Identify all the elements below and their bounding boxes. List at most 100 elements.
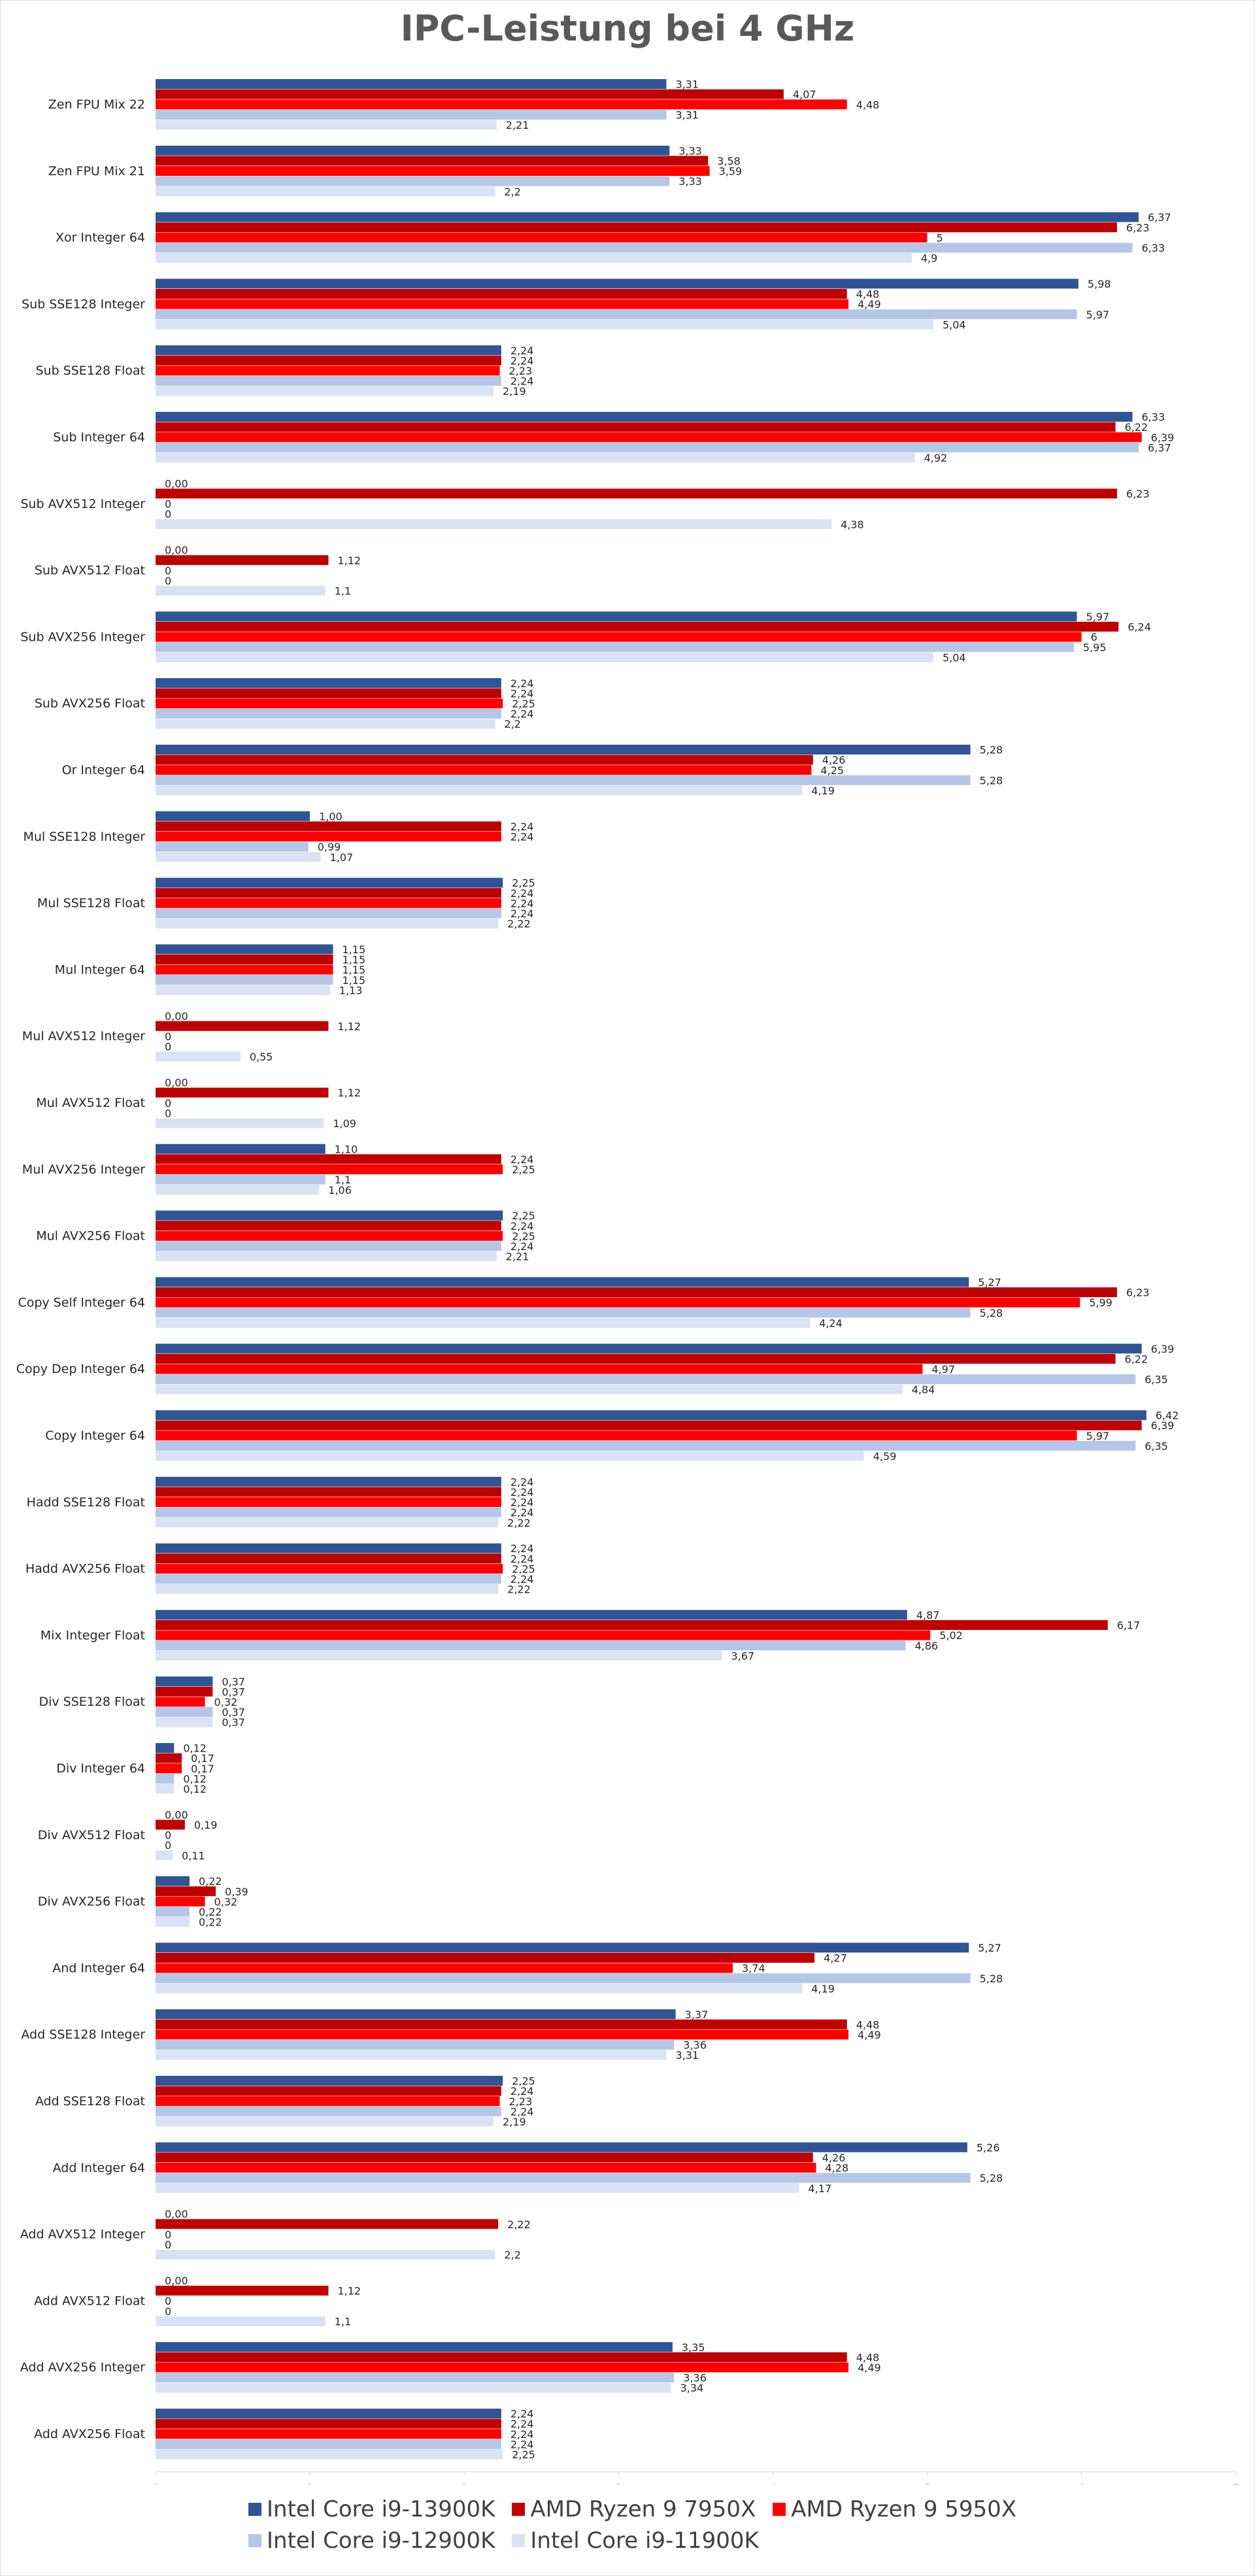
data-label: 4,26	[822, 2152, 846, 2164]
category-label: Sub Integer 64	[53, 430, 145, 445]
data-label: 2,2	[504, 186, 520, 198]
data-label: 1,06	[328, 1184, 352, 1196]
bar	[156, 678, 501, 688]
legend-label: Intel Core i9-11900K	[530, 2528, 759, 2554]
data-label: 4,19	[811, 785, 835, 797]
data-label: 6,23	[1126, 1287, 1150, 1299]
category-label: Div SSE128 Float	[39, 1695, 145, 1709]
bar	[156, 2106, 501, 2116]
data-label: 5,28	[980, 744, 1003, 756]
data-label: 0	[165, 508, 171, 520]
bar	[156, 1640, 906, 1651]
data-label: 0,22	[199, 1916, 222, 1929]
legend-label: Intel Core i9-13900K	[267, 2496, 495, 2522]
bar	[156, 1241, 501, 1251]
data-label: 3,67	[731, 1650, 754, 1662]
bar	[156, 908, 501, 919]
data-label: 5,26	[977, 2141, 1000, 2154]
bar	[156, 99, 847, 110]
bar	[156, 1487, 501, 1497]
bar	[156, 243, 1133, 253]
data-label: 5,97	[1086, 309, 1110, 321]
bar	[156, 2219, 499, 2229]
data-label: 1,15	[343, 943, 366, 956]
data-label: 3,37	[685, 2008, 709, 2021]
chart-title: IPC-Leistung bei 4 GHz	[400, 8, 855, 49]
bar	[156, 1251, 497, 1261]
category-label: Div AVX512 Float	[38, 1828, 145, 1842]
data-label: 2,24	[510, 1553, 534, 1565]
data-label: 1,13	[339, 984, 363, 996]
bar	[156, 1697, 205, 1707]
data-label: 2,25	[512, 2449, 535, 2461]
data-label: 2,24	[510, 907, 534, 920]
data-label: 0,32	[214, 1696, 238, 1708]
data-label: 2,24	[510, 677, 534, 690]
bar	[156, 1773, 175, 1784]
data-label: 2,19	[503, 385, 526, 398]
data-label: 0	[165, 2305, 171, 2318]
data-label: 2,24	[510, 2438, 534, 2450]
data-label: 2,24	[510, 887, 534, 900]
bar	[156, 1763, 182, 1774]
category-label: Copy Self Integer 64	[18, 1295, 145, 1310]
data-label: 4,24	[819, 1317, 843, 1329]
bar	[156, 2152, 813, 2163]
bar	[156, 709, 501, 719]
bar	[156, 985, 330, 995]
bar	[156, 898, 501, 908]
legend-label: AMD Ryzen 9 7950X	[530, 2496, 756, 2522]
data-label: 3,36	[683, 2372, 707, 2384]
data-label: 0	[165, 575, 171, 587]
data-label: 3,58	[717, 155, 741, 167]
data-label: 5	[937, 231, 943, 244]
category-label: Add Integer 64	[53, 2161, 145, 2175]
category-label: Add AVX256 Integer	[20, 2360, 145, 2375]
data-label: 2,22	[507, 2218, 531, 2231]
bar	[156, 1753, 182, 1763]
data-label: 6,39	[1151, 1419, 1175, 1432]
data-label: 2,24	[510, 1506, 534, 1519]
data-label: 1,12	[337, 1020, 361, 1032]
data-label: 0,12	[183, 1783, 207, 1795]
bar	[156, 1784, 175, 1794]
bar	[156, 2373, 675, 2382]
data-label: 0	[165, 1107, 171, 1119]
bar	[156, 688, 501, 698]
data-label: 5,98	[1088, 278, 1111, 290]
bar	[156, 1630, 931, 1640]
bar	[156, 745, 971, 754]
data-label: 6,33	[1142, 242, 1165, 254]
bar	[156, 1917, 190, 1927]
bar	[156, 355, 501, 365]
bar	[156, 1896, 205, 1907]
data-label: 5,28	[980, 774, 1003, 787]
data-label: 3,31	[675, 78, 699, 91]
bar	[156, 2409, 501, 2418]
data-label: 2,21	[506, 119, 529, 131]
bar	[156, 2382, 671, 2393]
data-label: 1,15	[343, 974, 366, 987]
bar	[156, 821, 501, 832]
data-label: 4,26	[822, 754, 846, 766]
data-label: 2,24	[510, 1153, 534, 1166]
data-label: 4,49	[858, 298, 881, 311]
data-label: 2,24	[510, 2428, 534, 2441]
legend: Intel Core i9-13900K AMD Ryzen 9 7950X A…	[248, 2496, 1098, 2559]
bar	[156, 89, 784, 99]
category-label: Add AVX512 Float	[34, 2294, 145, 2308]
category-label: Div AVX256 Float	[38, 1895, 145, 1909]
data-label: 0	[165, 1839, 171, 1852]
data-label: 2,19	[503, 2116, 526, 2128]
legend-row-1: Intel Core i9-13900K AMD Ryzen 9 7950X A…	[248, 2496, 1098, 2522]
data-label: 4,27	[824, 1952, 847, 1965]
bar	[156, 2352, 847, 2362]
data-label: 0,00	[165, 1077, 188, 1089]
data-label: 1,12	[337, 2285, 361, 2297]
bar	[156, 1610, 907, 1620]
legend-item-i9-13900k: Intel Core i9-13900K	[248, 2496, 495, 2522]
bar	[156, 652, 933, 662]
category-label: Zen FPU Mix 22	[48, 97, 145, 112]
category-label: Mul AVX256 Integer	[22, 1162, 145, 1177]
data-label: 0	[165, 2239, 171, 2251]
